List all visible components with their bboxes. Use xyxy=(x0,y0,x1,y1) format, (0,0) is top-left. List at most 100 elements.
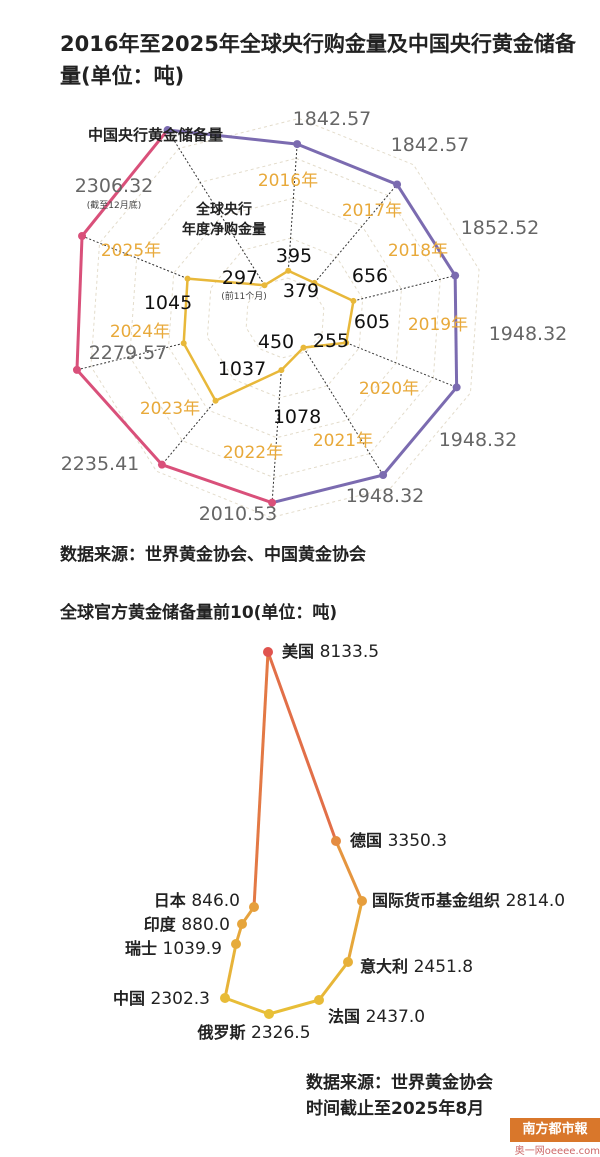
top10-point xyxy=(331,836,341,846)
top10-value: 880.0 xyxy=(181,915,230,935)
top10-path-segment xyxy=(266,651,338,842)
year-label: 2019年 xyxy=(408,315,468,335)
world-value-label: 297 xyxy=(222,267,258,289)
top10-country: 中国 xyxy=(113,989,151,1008)
china-point xyxy=(293,140,302,149)
china-value-label: 1842.57 xyxy=(391,134,470,156)
top10-label: 国际货币基金组织 2814.0 xyxy=(372,891,565,911)
radar-leader-line xyxy=(314,184,398,284)
china-value-label: 2235.41 xyxy=(61,453,140,475)
top10-chart-title: 全球官方黄金储备量前10(单位：吨) xyxy=(60,603,338,623)
top10-value: 2451.8 xyxy=(414,957,473,977)
top10-label: 美国 8133.5 xyxy=(282,642,379,662)
top10-label: 中国 2302.3 xyxy=(113,989,210,1009)
top10-country: 日本 xyxy=(154,891,192,910)
top10-point xyxy=(249,902,259,912)
china-series-segment xyxy=(296,142,398,186)
radar-grid-ring xyxy=(90,117,480,519)
top10-date-note: 时间截止至2025年8月 xyxy=(306,1099,485,1119)
top10-label: 印度 880.0 xyxy=(144,915,230,935)
radar-grid-ring xyxy=(206,237,364,399)
top10-path-segment xyxy=(223,943,238,999)
china-series-segment xyxy=(271,473,384,505)
china-value-label: 2010.53 xyxy=(199,503,278,525)
top10-point xyxy=(314,995,324,1005)
china-value-label: 1842.57 xyxy=(293,108,372,130)
world-point xyxy=(343,339,350,346)
year-label: 2025年 xyxy=(101,241,161,261)
china-series-segment xyxy=(80,129,169,237)
top10-country: 国际货币基金组织 xyxy=(372,891,506,910)
world-value-label: 1078 xyxy=(273,406,321,428)
china-series-segment xyxy=(395,183,457,277)
top10-point xyxy=(264,1009,274,1019)
top10-country: 美国 xyxy=(282,642,320,661)
year-label: 2022年 xyxy=(223,443,283,463)
radar-grid-ring xyxy=(129,157,441,479)
china-point xyxy=(268,498,277,507)
top10-path-segment xyxy=(252,651,270,908)
world-point xyxy=(212,397,219,404)
top10-value: 846.0 xyxy=(191,891,240,911)
year-label: 2021年 xyxy=(313,431,373,451)
china-series xyxy=(72,126,461,507)
top10-point xyxy=(357,896,367,906)
top10-country: 法国 xyxy=(328,1007,366,1026)
top10-country: 印度 xyxy=(144,915,182,934)
radar-chart-title: 2016年至2025年全球央行购金量及中国央行黄金储备量(单位：吨) xyxy=(60,32,576,88)
radar-labels: 1842.57 1842.57 1852.52 1948.32 1948.32 1948.… xyxy=(61,108,568,525)
china-series-segment xyxy=(75,235,84,370)
china-point xyxy=(393,180,402,189)
year-label: 2016年 xyxy=(258,171,318,191)
world-value-label: 605 xyxy=(354,311,390,333)
china-value-label: 1948.32 xyxy=(346,485,425,507)
radar-leader-line xyxy=(287,144,298,271)
world-point xyxy=(180,340,187,347)
china-series-segment xyxy=(161,463,273,505)
world-value-label: 255 xyxy=(313,330,349,352)
china-2025-note: (截至12月底) xyxy=(87,199,141,211)
radar-grid-ring xyxy=(168,197,402,439)
top10-value: 1039.9 xyxy=(163,939,222,959)
radar-leader-line xyxy=(161,400,216,465)
world-series-name: 年度净购金量 xyxy=(182,221,266,238)
top10-point xyxy=(263,647,273,657)
china-point xyxy=(72,365,81,374)
world-point xyxy=(261,282,268,289)
top10-value: 2326.5 xyxy=(251,1023,310,1043)
top10-country: 瑞士 xyxy=(125,939,163,958)
top10-point xyxy=(231,939,241,949)
china-series-segment xyxy=(453,275,459,388)
top10-country: 德国 xyxy=(350,831,388,850)
china-value-label: 1852.52 xyxy=(461,217,540,239)
year-label: 2020年 xyxy=(359,379,419,399)
china-series-segment xyxy=(167,128,298,146)
radar-grid-ring xyxy=(245,277,325,359)
year-label: 2018年 xyxy=(388,241,448,261)
newspaper-logo: 南方都市報 xyxy=(510,1118,600,1142)
world-point xyxy=(350,297,357,304)
top10-label: 德国 3350.3 xyxy=(350,831,447,851)
china-series-name: 中国央行黄金储备量 xyxy=(88,126,223,144)
world-point xyxy=(278,367,285,374)
top10-path-segment xyxy=(317,961,350,1001)
world-series-name: 全球央行 xyxy=(195,201,252,218)
china-point xyxy=(157,460,166,469)
year-label: 2017年 xyxy=(342,201,402,221)
top10-source: 数据来源：世界黄金协会 xyxy=(306,1073,493,1093)
world-point xyxy=(311,279,318,286)
top10-point xyxy=(237,919,247,929)
china-value-label: 2306.32 xyxy=(75,175,154,197)
top10-value: 3350.3 xyxy=(388,831,447,851)
top10-path-segment xyxy=(224,996,270,1016)
top10-label: 法国 2437.0 xyxy=(328,1007,425,1027)
top10-path-segment xyxy=(268,998,320,1016)
world-value-label: 1037 xyxy=(218,358,266,380)
china-point xyxy=(163,126,172,135)
top10-country: 意大利 xyxy=(360,957,414,976)
world-value-label: 1045 xyxy=(144,292,192,314)
world-point xyxy=(285,267,292,274)
top10-label: 日本 846.0 xyxy=(154,891,240,911)
world-point xyxy=(184,275,191,282)
radar-leader-line xyxy=(303,347,384,476)
